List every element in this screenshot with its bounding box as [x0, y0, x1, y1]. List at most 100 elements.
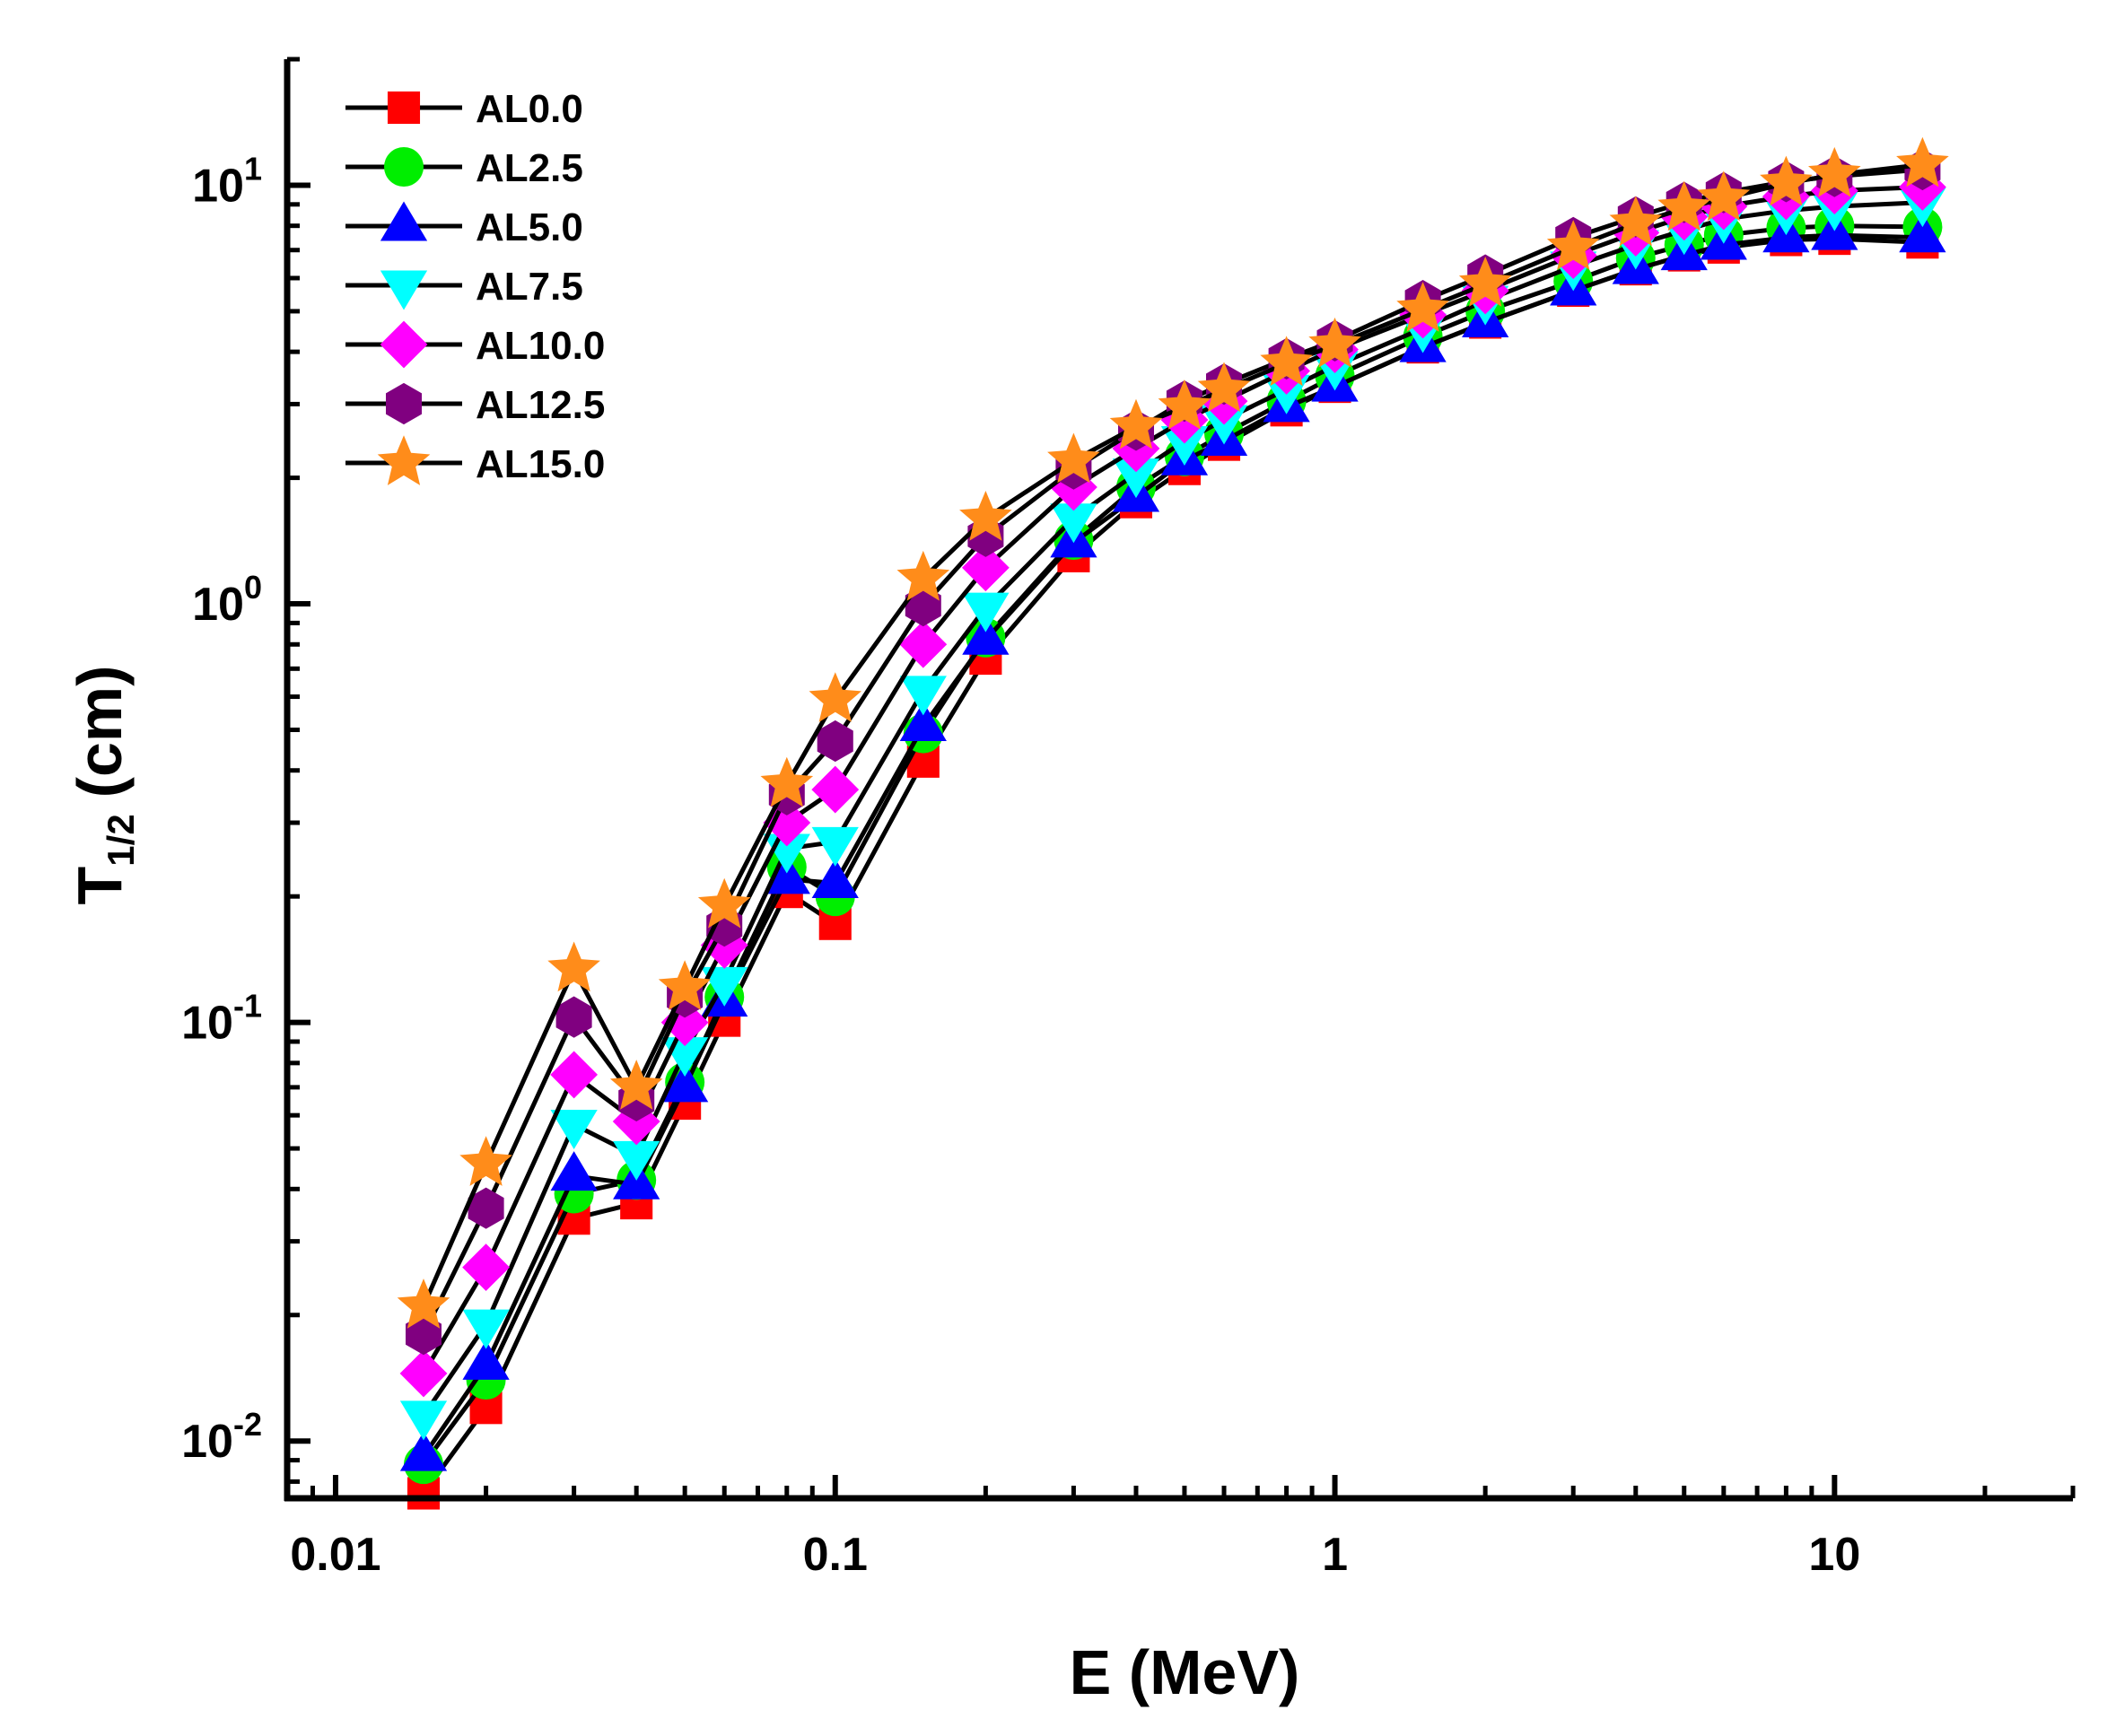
- data-point: [613, 1140, 660, 1181]
- y-tick-label-exponent: 0: [244, 569, 262, 606]
- data-point: [1112, 458, 1160, 499]
- data-point: [462, 1309, 510, 1349]
- data-point: [962, 615, 1010, 655]
- legend-item: AL2.5: [345, 146, 583, 190]
- data-point: [811, 826, 859, 867]
- legend-marker: [386, 382, 422, 425]
- data-point: [399, 1431, 448, 1471]
- y-tick-label-base: 10: [192, 160, 244, 212]
- legend-item: AL12.5: [345, 382, 605, 427]
- y-tick-label: 101: [192, 150, 262, 212]
- data-point: [609, 1060, 663, 1110]
- y-tick-label: 10-2: [181, 1406, 262, 1468]
- data-point: [1160, 425, 1209, 466]
- data-point: [397, 1278, 450, 1329]
- y-tick-label-exponent: 1: [244, 150, 262, 187]
- x-tick-label: 0.1: [803, 1529, 868, 1581]
- data-point: [817, 720, 853, 763]
- data-point: [468, 1187, 504, 1229]
- data-point: [811, 765, 860, 814]
- y-axis-title-main: T: [65, 867, 135, 905]
- data-point: [550, 1110, 598, 1150]
- data-point: [399, 1349, 448, 1398]
- data-point: [697, 877, 751, 929]
- data-point: [1808, 146, 1861, 197]
- legend-label: AL12.5: [476, 383, 605, 427]
- y-tick-label-exponent: -1: [233, 988, 262, 1025]
- data-point: [399, 1400, 448, 1441]
- data-point: [896, 550, 950, 601]
- legend-item: AL0.0: [345, 87, 583, 131]
- y-axis-title: T1/2 (cm): [65, 666, 142, 905]
- x-tick-label: 1: [1322, 1529, 1348, 1581]
- legend-marker: [387, 91, 421, 125]
- data-point: [899, 620, 948, 668]
- data-point: [763, 854, 810, 894]
- data-point: [1396, 282, 1449, 332]
- data-point: [1050, 503, 1097, 544]
- series-line: [421, 200, 1923, 1418]
- data-point: [550, 1151, 598, 1191]
- y-axis-title-subscript: 1/2: [100, 814, 142, 866]
- legend-marker: [380, 320, 428, 369]
- data-point: [658, 960, 712, 1010]
- legend-label: AL0.0: [476, 87, 583, 131]
- data-point: [1657, 180, 1710, 231]
- data-point: [459, 1136, 512, 1186]
- series-al7-5: [399, 188, 1946, 1441]
- legend-marker: [384, 147, 424, 187]
- data-point: [959, 491, 1012, 541]
- data-point: [1260, 336, 1313, 387]
- data-point: [701, 966, 748, 1007]
- data-point: [1047, 432, 1100, 484]
- series-layer: [397, 136, 1949, 1510]
- data-point: [899, 676, 947, 716]
- legend-label: AL15.0: [476, 442, 605, 486]
- data-point: [899, 701, 947, 741]
- x-axis-title: E (MeV): [1070, 1637, 1300, 1707]
- data-point: [1760, 155, 1813, 206]
- data-point: [1697, 170, 1751, 222]
- data-point: [462, 1243, 510, 1292]
- data-point: [1109, 398, 1163, 449]
- y-tick-label: 10-1: [181, 988, 262, 1050]
- legend-label: AL5.0: [476, 205, 583, 249]
- data-point: [555, 996, 592, 1038]
- data-point: [612, 1097, 660, 1146]
- data-point: [1609, 196, 1663, 247]
- data-point: [811, 859, 859, 899]
- y-axis-title-unit: (cm): [65, 666, 135, 798]
- legend-item: AL7.5: [345, 265, 583, 310]
- legend-item: AL15.0: [345, 435, 605, 486]
- data-point: [1896, 136, 1949, 188]
- legend-marker: [380, 270, 428, 310]
- data-point: [1458, 257, 1512, 307]
- data-point: [1158, 379, 1211, 430]
- legend-label: AL2.5: [476, 146, 583, 190]
- data-point: [1308, 317, 1361, 368]
- legend-item: AL10.0: [345, 320, 605, 369]
- y-tick-label: 100: [192, 569, 262, 631]
- y-tick-label-base: 10: [192, 579, 244, 631]
- data-point: [1200, 405, 1248, 445]
- data-point: [760, 756, 814, 807]
- legend-item: AL5.0: [345, 201, 583, 249]
- data-point: [809, 672, 861, 722]
- x-tick-label: 0.01: [290, 1529, 380, 1581]
- svg-text:T1/2(cm): T1/2 (cm): [65, 666, 142, 905]
- legend-label: AL7.5: [476, 265, 583, 309]
- y-tick-label-base: 10: [181, 1416, 233, 1468]
- y-tick-label-exponent: -2: [233, 1406, 262, 1443]
- legend-label: AL10.0: [476, 324, 605, 368]
- data-point: [962, 592, 1010, 632]
- data-point: [961, 544, 1010, 592]
- legend-marker: [377, 435, 431, 485]
- y-tick-label-base: 10: [181, 998, 233, 1050]
- data-point: [462, 1339, 510, 1380]
- data-point: [1899, 213, 1946, 253]
- series-al15-0: [397, 136, 1949, 1329]
- data-point: [1546, 220, 1600, 270]
- legend-marker: [380, 201, 428, 241]
